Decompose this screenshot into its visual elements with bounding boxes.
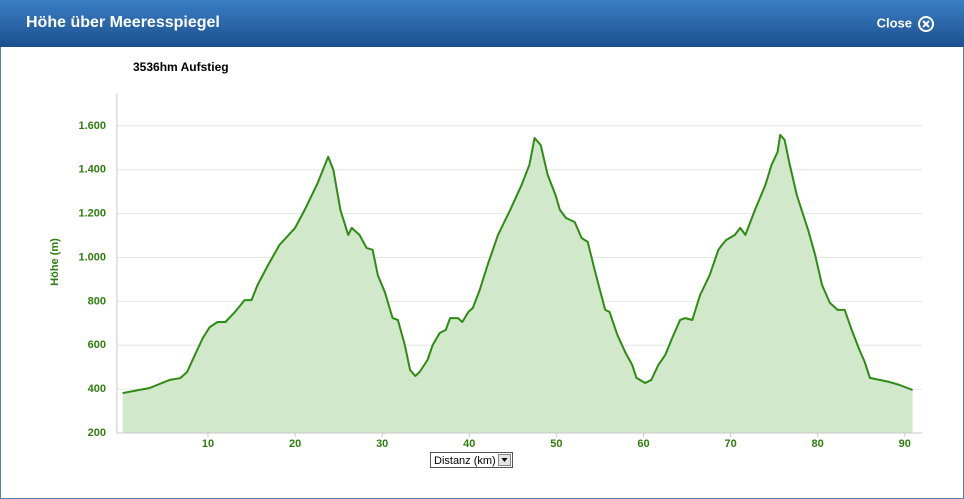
x-tick-label: 80 [812,438,824,450]
y-axis-label: Höhe (m) [49,238,61,286]
chart-subtitle: 3536hm Aufstieg [133,60,229,74]
x-tick-label: 20 [289,438,301,450]
y-tick-label: 1.200 [78,208,106,220]
elevation-line [122,133,913,395]
header-bar [0,0,964,47]
y-tick-label: 200 [88,427,106,439]
x-tick-label: 90 [899,438,911,450]
select-box[interactable] [430,452,513,468]
x-tick-label: 10 [202,438,214,450]
close-icon[interactable] [918,16,934,32]
y-tick-label: 1.400 [78,164,106,176]
x-tick-label: 70 [724,438,736,450]
dialog-title: Höhe über Meeresspiegel [26,14,220,31]
x-tick-label: 60 [637,438,649,450]
y-tick-label: 1.600 [78,120,106,132]
select-label[interactable]: Distanz (km) [434,455,496,467]
x-tick-label: 40 [463,438,475,450]
y-tick-label: 600 [88,339,106,351]
x-tick-label: 50 [550,438,562,450]
close-icon-x[interactable] [922,20,930,28]
elevation-area [122,134,913,433]
x-selector[interactable]: Distanz (km) [430,452,513,468]
x-tick-label: 30 [376,438,388,450]
select-arrow[interactable] [501,458,508,462]
y-tick-label: 800 [88,295,106,307]
y-tick-label: 1.000 [78,251,106,263]
close-label[interactable]: Close [877,15,912,30]
y-tick-label: 400 [88,383,106,395]
close-button[interactable]: Close [877,15,934,32]
